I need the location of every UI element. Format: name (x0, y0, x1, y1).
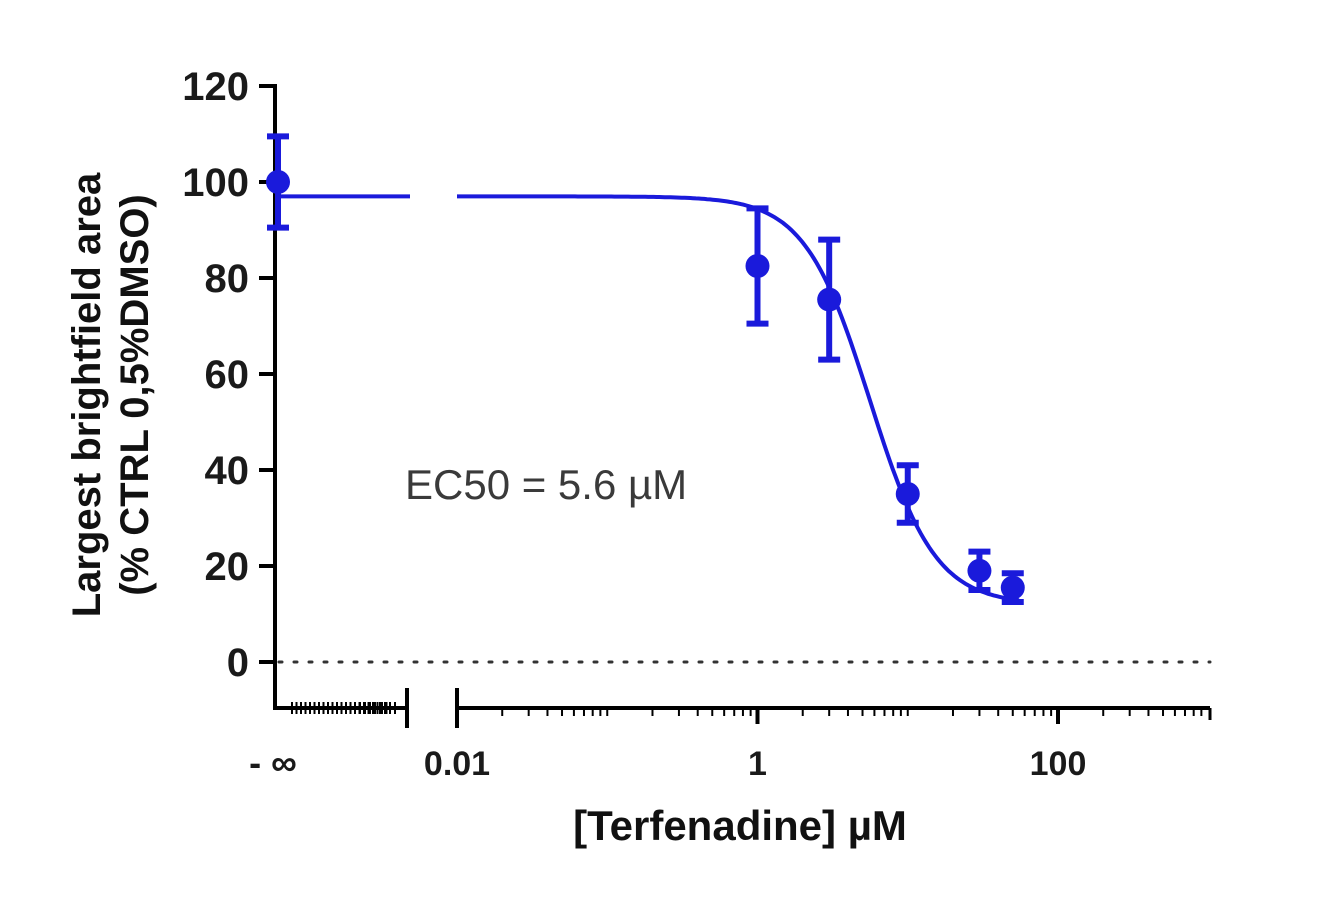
axes (259, 84, 1212, 728)
x-tick-label-0: - ∞ (249, 742, 297, 783)
data-point-0 (266, 133, 290, 231)
y-tick-label-20: 20 (205, 545, 250, 589)
fit-curve-layer (278, 194, 1020, 603)
data-point-3 (895, 462, 920, 526)
point-marker-0 (266, 170, 290, 194)
point-marker-1 (745, 254, 770, 278)
ec50-annotation: EC50 = 5.6 µM (405, 461, 687, 508)
data-point-5 (1000, 570, 1025, 605)
fit-curve (457, 194, 1020, 603)
x-tick-label-2: 1 (748, 745, 767, 783)
data-point-2 (817, 236, 842, 363)
point-marker-5 (1000, 575, 1025, 600)
x-axis-title: [Terfenadine] µM (573, 802, 907, 849)
y-tick-label-60: 60 (205, 353, 250, 397)
tick-labels: 0 20 40 60 80 100 120 - ∞ 0.01 1 100 (182, 65, 1086, 783)
data-point-4 (967, 548, 992, 593)
y-axis-title: Largest brightfield area (% CTRL 0,5%DMS… (65, 172, 157, 617)
y-tick-label-80: 80 (205, 257, 250, 301)
x-tick-label-3: 100 (1030, 745, 1087, 783)
y-tick-label-40: 40 (205, 449, 250, 493)
y-axis-title-line-1: Largest brightfield area (65, 172, 109, 617)
data-point-1 (745, 205, 770, 327)
point-marker-2 (817, 287, 842, 312)
y-tick-label-100: 100 (182, 161, 249, 205)
x-tick-label-1: 0.01 (424, 745, 490, 783)
y-tick-label-120: 120 (182, 65, 249, 109)
point-marker-4 (967, 558, 992, 583)
y-tick-label-0: 0 (227, 641, 249, 685)
data-points-layer (266, 133, 1025, 605)
point-marker-3 (895, 482, 920, 506)
y-axis-title-line-2: (% CTRL 0,5%DMSO) (113, 194, 157, 596)
